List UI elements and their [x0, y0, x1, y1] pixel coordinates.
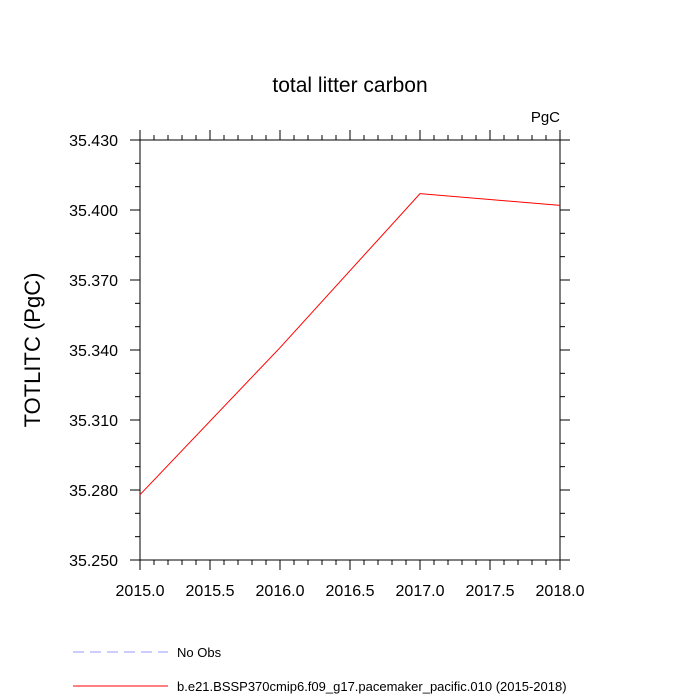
legend-label: b.e21.BSSP370cmip6.f09_g17.pacemaker_pac…	[177, 679, 567, 694]
y-axis-label: TOTLITC (PgC)	[20, 273, 45, 428]
series-layer	[139, 193, 561, 496]
y-tick-label: 35.430	[69, 133, 118, 150]
units-label: PgC	[531, 109, 560, 126]
x-tick-label: 2015.5	[186, 583, 235, 600]
x-tick-label: 2017.0	[396, 583, 445, 600]
x-tick-label: 2015.0	[116, 583, 165, 600]
x-tick-label: 2017.5	[466, 583, 515, 600]
x-tick-label: 2016.0	[256, 583, 305, 600]
chart-title: total litter carbon	[272, 74, 427, 97]
axes-group: 2015.0 2015.5 2016.0 2016.5 2017.0 2017.5 2018…	[69, 130, 585, 600]
x-tick-label: 2016.5	[326, 583, 375, 600]
series-line-0	[139, 193, 561, 496]
plot-frame	[139, 139, 561, 561]
x-tick-label: 2018.0	[536, 583, 585, 600]
y-tick-label: 35.280	[69, 483, 118, 500]
legend: No Obs b.e21.BSSP370cmip6.f09_g17.pacemak…	[73, 645, 567, 694]
y-tick-label: 35.400	[69, 203, 118, 220]
y-tick-label: 35.370	[69, 273, 118, 290]
y-tick-label: 35.340	[69, 343, 118, 360]
y-tick-label: 35.250	[69, 553, 118, 570]
y-tick-label: 35.310	[69, 413, 118, 430]
legend-label: No Obs	[177, 645, 222, 660]
